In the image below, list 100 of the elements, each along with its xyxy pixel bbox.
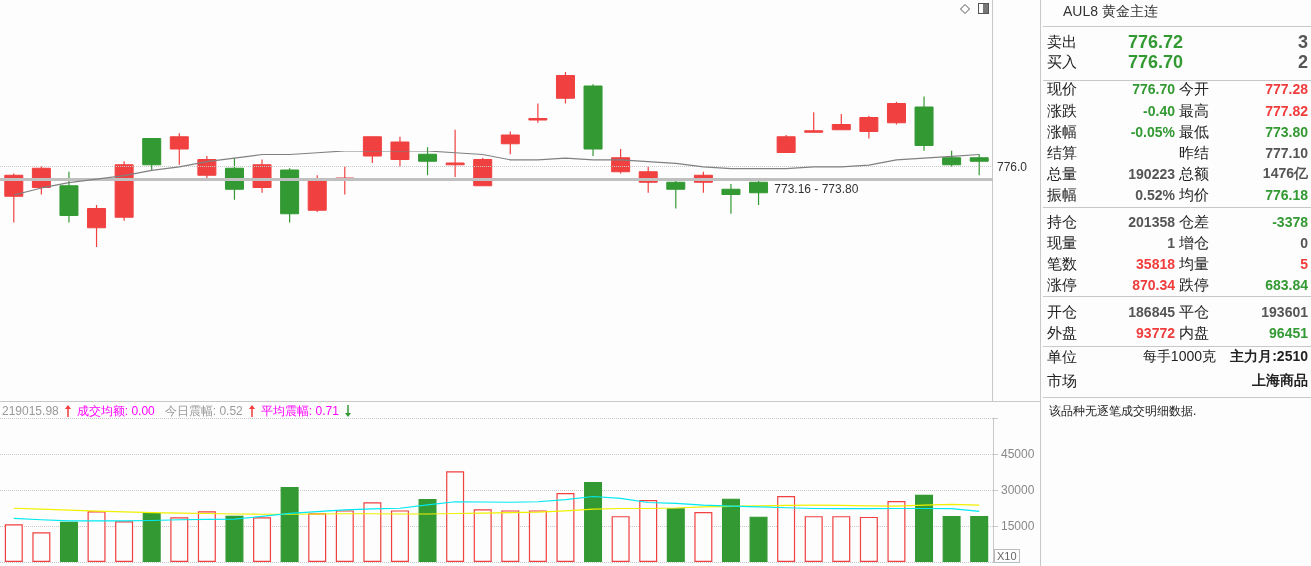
line-series [13, 495, 980, 522]
bar [721, 498, 740, 562]
bar [363, 502, 382, 562]
bar [115, 521, 134, 562]
text: 219015.98 [2, 404, 59, 418]
bar [666, 508, 685, 562]
bar [473, 509, 492, 562]
candlestick [390, 136, 410, 168]
text: 776.70 [1128, 51, 1184, 73]
bar [970, 515, 989, 562]
bar [832, 516, 851, 562]
text: 均价 [1179, 185, 1209, 205]
text: 结算 [1047, 143, 1077, 163]
bar [280, 486, 299, 562]
text: -0.40 [1143, 103, 1175, 119]
bar [915, 494, 934, 562]
text: AUL8 黄金主连 [1063, 3, 1158, 21]
text: 最低 [1179, 122, 1209, 142]
text: 776.72 [1128, 31, 1184, 53]
text: 增仓 [1179, 233, 1209, 253]
text: 涨跌 [1047, 101, 1077, 121]
text: 777.28 [1265, 81, 1308, 97]
text: 成交均额: 0.00 [76, 402, 155, 420]
text: 2 [1297, 51, 1308, 73]
text: 870.34 [1132, 277, 1175, 293]
text: 振幅 [1047, 185, 1077, 205]
text: 总额 [1179, 164, 1209, 184]
bar [4, 524, 23, 562]
bar [87, 511, 106, 562]
text: 平仓 [1179, 302, 1209, 322]
text: 开仓 [1047, 302, 1077, 322]
bar [197, 511, 216, 562]
candlestick [749, 178, 769, 206]
text: 186845 [1128, 304, 1175, 320]
text: 现量 [1047, 233, 1077, 253]
text: 平均震幅: 0.71 [260, 402, 339, 420]
text: 现价 [1047, 79, 1077, 99]
text: 买入 [1047, 52, 1077, 72]
text: 均量 [1179, 254, 1209, 274]
candlestick [666, 178, 686, 210]
candlestick [169, 132, 189, 166]
candlestick [555, 71, 575, 105]
text: 93772 [1136, 325, 1175, 341]
text: 主力月:2510 [1230, 348, 1308, 366]
candlestick [528, 102, 548, 124]
text: 总量 [1047, 164, 1077, 184]
text: 涨停 [1047, 275, 1077, 295]
y-tick-label: 45000 [1001, 447, 1035, 461]
text: -3378 [1272, 214, 1308, 230]
candlestick [445, 129, 465, 178]
text: 每手1000克 [1142, 348, 1216, 366]
text: 5 [1300, 256, 1308, 272]
candlestick [721, 183, 741, 215]
candlestick [87, 204, 107, 248]
candlestick [804, 111, 824, 133]
text: 市场 [1047, 371, 1077, 391]
text: 卖出 [1047, 32, 1077, 52]
bar [253, 517, 272, 562]
bar [501, 510, 520, 562]
text: 今日震幅: 0.52 [164, 402, 243, 420]
text: 内盘 [1179, 323, 1209, 343]
text: 190223 [1128, 166, 1175, 182]
text: 涨幅 [1047, 122, 1077, 142]
bar [418, 498, 437, 562]
text: 持仓 [1047, 212, 1077, 232]
bar [694, 512, 713, 562]
line-series [13, 503, 980, 515]
text: 0 [1300, 235, 1308, 251]
bar [584, 482, 603, 562]
text: 上海商品 [1252, 372, 1308, 390]
bar [59, 521, 78, 562]
text: 193601 [1261, 304, 1308, 320]
text: 773.80 [1265, 124, 1308, 140]
bar [859, 516, 878, 562]
bar [528, 510, 547, 562]
text: 3 [1297, 31, 1308, 53]
text: 单位 [1047, 347, 1077, 367]
text: 该品种无逐笔成交明细数据. [1049, 402, 1197, 420]
bar [170, 517, 189, 562]
text: 1476亿 [1262, 165, 1308, 183]
candlestick [418, 146, 438, 176]
text: 35818 [1136, 256, 1175, 272]
bar [942, 515, 961, 562]
bar [804, 516, 823, 562]
text: 777.10 [1265, 145, 1308, 161]
text: 777.82 [1265, 103, 1308, 119]
bar [556, 493, 575, 562]
bar [308, 513, 327, 562]
text: 外盘 [1047, 323, 1077, 343]
y-tick-label: 30000 [1001, 483, 1035, 497]
y-tick-label: 15000 [1001, 519, 1035, 533]
text: 683.84 [1265, 277, 1308, 293]
bar [335, 510, 354, 562]
text: 仓差 [1179, 212, 1209, 232]
candlestick [500, 130, 520, 155]
text: 最高 [1179, 101, 1209, 121]
candlestick [969, 153, 989, 176]
bar [749, 516, 768, 562]
bar [225, 515, 244, 562]
bar [32, 532, 51, 562]
